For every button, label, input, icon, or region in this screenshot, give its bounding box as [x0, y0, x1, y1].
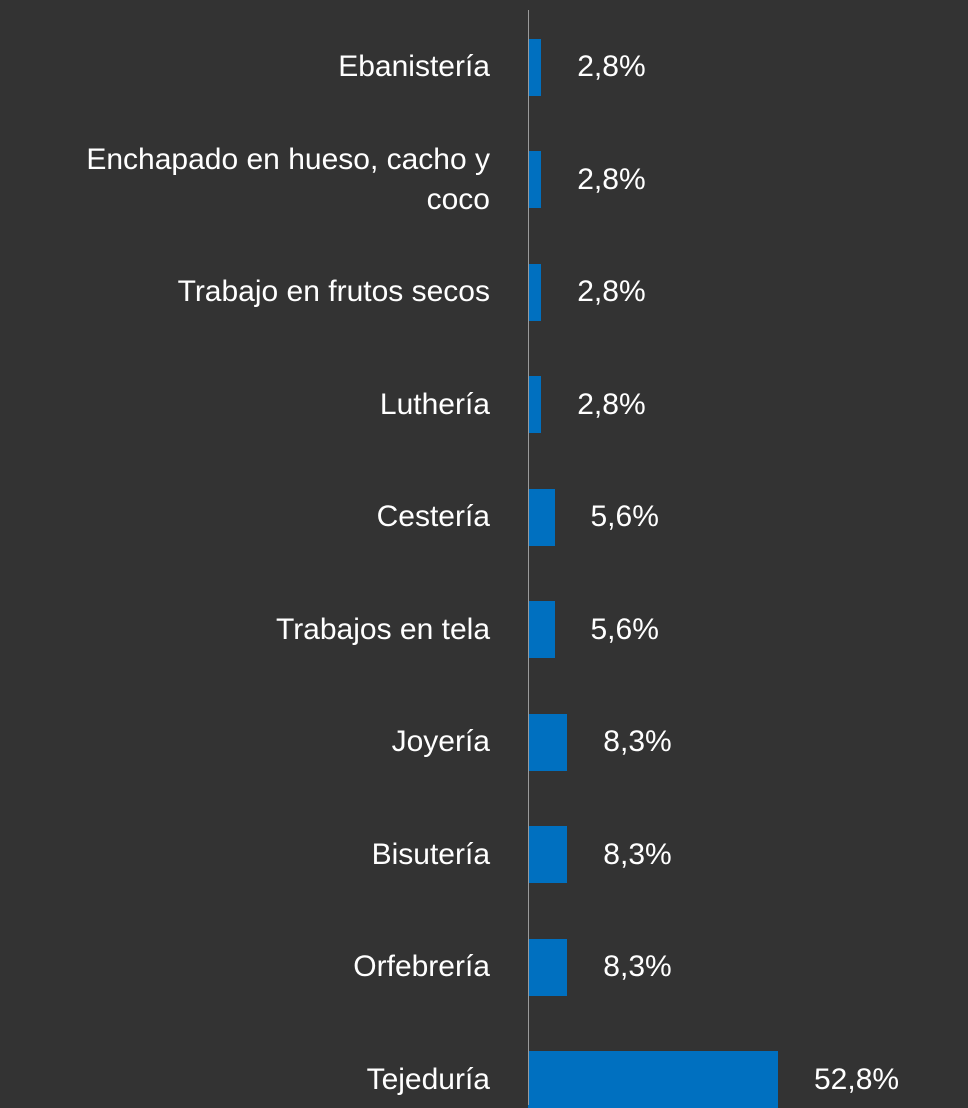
axis-line — [528, 10, 529, 1105]
bar — [528, 488, 555, 546]
value-label: 8,3% — [603, 950, 672, 983]
value-label: 2,8% — [577, 50, 646, 83]
value-label: 5,6% — [590, 500, 659, 533]
category-label: Joyería — [391, 725, 490, 758]
category-label: Tejeduría — [366, 1062, 490, 1096]
value-label: 2,8% — [577, 275, 646, 308]
bar — [528, 38, 542, 96]
category-label: Luthería — [379, 387, 490, 421]
value-label: 52,8% — [814, 1062, 900, 1096]
value-label: 5,6% — [590, 612, 659, 646]
category-label: Enchapado en hueso, cacho y coco — [86, 142, 490, 216]
value-label: 8,3% — [603, 725, 672, 758]
bar — [528, 938, 568, 996]
category-label: Orfebrería — [353, 950, 490, 983]
value-label: 2,8% — [577, 387, 646, 421]
category-label: Trabajo en frutos secos — [177, 275, 490, 308]
category-label: Bisutería — [371, 837, 490, 871]
value-label: 8,3% — [603, 837, 672, 871]
bar — [528, 826, 568, 883]
bar — [528, 151, 542, 208]
category-label: Cestería — [376, 500, 490, 533]
bar — [528, 263, 542, 321]
bar — [528, 376, 542, 433]
category-label: Trabajos en tela — [275, 612, 490, 646]
bar — [528, 713, 568, 771]
value-label: 2,8% — [577, 162, 646, 196]
category-label: Ebanistería — [338, 50, 490, 83]
bar — [528, 1051, 778, 1108]
bar — [528, 601, 555, 658]
